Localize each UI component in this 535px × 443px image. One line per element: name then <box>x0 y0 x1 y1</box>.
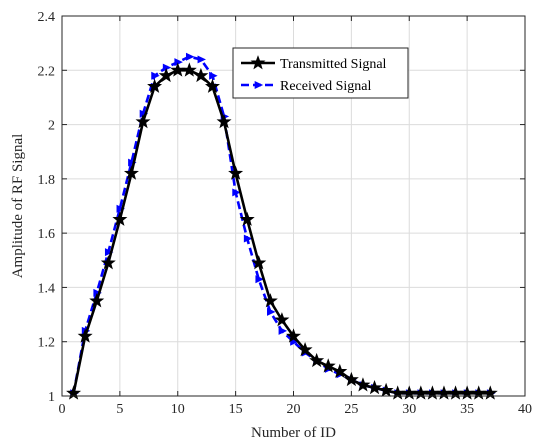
x-tick-label: 30 <box>402 402 416 417</box>
data-point <box>309 352 325 368</box>
data-point <box>228 165 244 180</box>
data-point <box>204 78 220 93</box>
x-axis-label: Number of ID <box>251 425 336 441</box>
x-tick-label: 10 <box>171 402 185 417</box>
x-tick-label: 0 <box>59 402 66 417</box>
data-point <box>162 63 172 72</box>
data-point <box>320 358 336 373</box>
data-point <box>104 248 114 257</box>
data-point <box>297 341 313 357</box>
legend-label: Transmitted Signal <box>280 57 387 72</box>
data-point <box>286 328 301 343</box>
y-tick-label: 2.4 <box>38 10 56 25</box>
data-point <box>151 71 160 80</box>
legend: Transmitted Signal Received Signal <box>232 47 409 99</box>
data-point <box>158 67 174 83</box>
x-tick-label: 5 <box>116 402 123 417</box>
legend-item: Received Signal <box>241 79 371 94</box>
data-point <box>209 71 218 80</box>
y-tick-label: 1.2 <box>38 336 56 351</box>
x-tick-label: 40 <box>518 402 532 417</box>
series-transmitted <box>66 62 498 400</box>
data-point <box>267 307 276 316</box>
data-point <box>255 275 264 284</box>
data-point <box>278 326 288 335</box>
x-tick-label: 25 <box>344 402 358 417</box>
x-tick-label: 20 <box>287 402 301 417</box>
data-point <box>116 204 126 213</box>
axes-box <box>61 15 526 397</box>
y-tick-label: 1.8 <box>38 173 56 188</box>
data-point <box>274 312 290 327</box>
y-tick-label: 1.6 <box>38 227 56 242</box>
data-point <box>197 55 207 64</box>
data-point <box>147 78 163 93</box>
data-point <box>174 58 183 67</box>
data-point <box>128 158 137 167</box>
x-tick-label: 15 <box>229 402 243 417</box>
data-point <box>239 211 255 226</box>
data-point <box>332 363 348 378</box>
data-point <box>112 211 128 226</box>
data-point <box>243 234 253 243</box>
data-point <box>262 293 278 308</box>
x-tick-label: 35 <box>460 402 474 417</box>
data-point <box>100 255 116 270</box>
data-point <box>123 165 139 180</box>
data-point <box>89 293 105 308</box>
y-tick-label: 1 <box>48 390 55 405</box>
data-point <box>135 113 151 129</box>
data-point <box>77 328 93 343</box>
data-point <box>193 67 209 83</box>
data-point <box>343 371 359 387</box>
legend-box <box>232 47 409 99</box>
y-axis-label: Amplitude of RF Signal <box>10 134 26 279</box>
legend-item: Transmitted Signal <box>241 55 387 72</box>
legend-marker <box>254 81 264 89</box>
data-point <box>181 62 197 77</box>
data-point <box>216 113 232 129</box>
data-point <box>251 255 267 270</box>
data-point <box>232 188 241 197</box>
data-point <box>378 382 394 397</box>
data-point <box>185 52 195 61</box>
y-tick-label: 1.4 <box>38 281 56 296</box>
data-point <box>367 379 383 395</box>
y-tick-label: 2 <box>48 119 55 134</box>
legend-marker <box>250 55 266 70</box>
data-point <box>355 377 371 392</box>
data-point <box>139 109 149 118</box>
y-tick-label: 2.2 <box>38 64 56 79</box>
legend-label: Received Signal <box>280 79 371 94</box>
